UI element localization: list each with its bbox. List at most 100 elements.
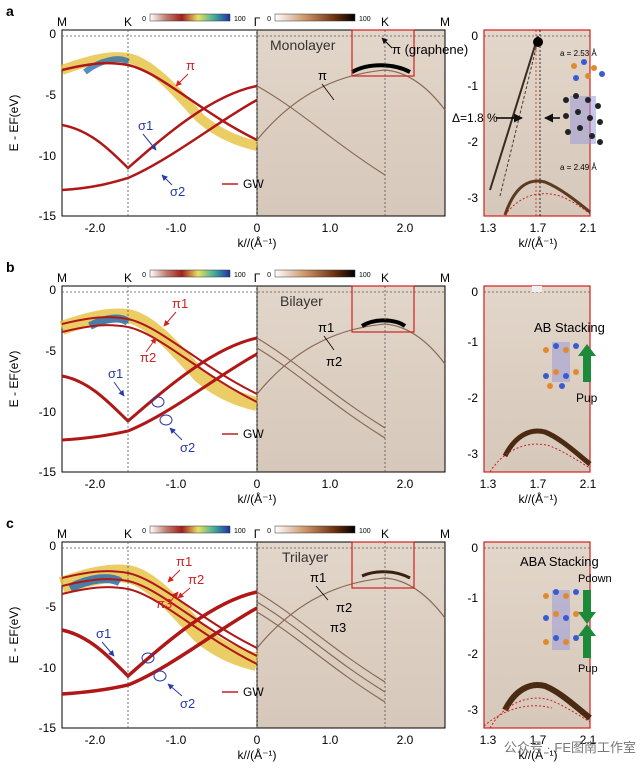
panel-title: Monolayer <box>270 37 336 53</box>
colorbar-min: 0 <box>267 528 271 535</box>
x-tick: -1.0 <box>166 477 187 491</box>
zoom-box <box>351 285 415 333</box>
panel-label: c <box>6 515 14 531</box>
arrow <box>161 174 173 186</box>
x-label-r: k//(Å⁻¹) <box>519 491 558 506</box>
y-tick-r: 0 <box>471 541 478 555</box>
colorbar-max: 100 <box>234 16 246 23</box>
arrow <box>177 587 191 599</box>
label-sigma2: σ2 <box>180 440 195 455</box>
band-mid <box>256 611 386 703</box>
polarization-arrow-icon <box>583 636 591 658</box>
inset-bg <box>483 541 591 729</box>
y-tick: -15 <box>39 465 57 479</box>
top-tick: Γ <box>254 527 261 541</box>
stacking-icon <box>543 342 579 389</box>
watermark: 公众号 · FE图南工作室 <box>504 740 636 755</box>
colorbar-min: 0 <box>267 272 271 279</box>
x-tick-r: 1.7 <box>530 221 547 235</box>
lattice-bottom: a = 2.49 Å <box>560 163 597 172</box>
band-graphene <box>360 318 407 328</box>
x-tick: -2.0 <box>85 221 106 235</box>
zoom-box <box>351 29 415 77</box>
spectra-mid-bg <box>256 285 446 473</box>
x-tick-r: 2.1 <box>580 221 597 235</box>
y-tick-r: -2 <box>467 647 478 661</box>
top-tick: M <box>440 271 450 285</box>
top-tick: K <box>381 271 389 285</box>
y-label: E - EF(eV) <box>7 95 21 152</box>
label-pi: π <box>186 58 195 73</box>
stacking-label: AB Stacking <box>534 320 605 335</box>
colorbar-min: 0 <box>142 16 146 23</box>
colorbar-rainbow <box>149 13 231 22</box>
leader <box>323 335 335 351</box>
panel-title: Bilayer <box>280 293 323 309</box>
crossing-marker <box>151 396 165 408</box>
label-pi3-mid: π3 <box>330 620 346 635</box>
arrow <box>167 683 183 697</box>
band-mid <box>256 591 386 683</box>
band-mid <box>256 323 446 395</box>
label-pi1: π1 <box>176 554 192 569</box>
x-label: k//(Å⁻¹) <box>238 491 277 506</box>
arrow <box>169 427 183 441</box>
panel-a: a M K Γ K M 0 100 0 100 0 -5 <box>6 3 605 250</box>
stacking-label: ABA Stacking <box>520 554 599 569</box>
colorbar-max: 100 <box>359 272 371 279</box>
x-label: k//(Å⁻¹) <box>238 235 277 250</box>
band-spectral <box>60 52 259 151</box>
gw-band <box>61 84 258 170</box>
gw-band <box>61 590 258 679</box>
band-mid <box>256 601 386 693</box>
panel-title: Trilayer <box>282 549 328 565</box>
x-label-r: k//(Å⁻¹) <box>519 747 558 762</box>
p-up-label: Pup <box>578 663 598 675</box>
top-tick: M <box>440 527 450 541</box>
leader <box>315 585 329 601</box>
gw-band <box>61 352 258 442</box>
gw-band <box>61 570 258 649</box>
top-tick: K <box>381 527 389 541</box>
inset-gw <box>489 697 591 729</box>
band-intensity <box>88 314 131 330</box>
label-pi2-mid: π2 <box>336 600 352 615</box>
y-tick: -10 <box>39 661 57 675</box>
band-mid <box>256 85 386 176</box>
inset-band <box>502 428 592 466</box>
spectra-mid-bg <box>256 541 446 729</box>
label-pi-graphene: π (graphene) <box>392 42 468 57</box>
y-tick: 0 <box>49 27 56 41</box>
band-intensity <box>83 56 130 75</box>
x-tick: 0 <box>254 733 261 747</box>
y-tick: -5 <box>45 88 56 102</box>
inset-band <box>502 682 592 721</box>
polarization-arrow-head <box>578 612 596 624</box>
y-tick: -10 <box>39 149 57 163</box>
label-pi-mid: π <box>318 68 327 83</box>
spectra-mid-bg <box>256 29 446 217</box>
label-sigma1: σ1 <box>108 366 123 381</box>
arrow <box>145 337 157 353</box>
band-mid <box>256 337 386 429</box>
x-tick: 2.0 <box>397 733 414 747</box>
band-mid <box>256 577 446 649</box>
inset-gw <box>504 193 591 216</box>
y-tick-r: -3 <box>467 191 478 205</box>
p-down-label: Pdown <box>578 573 612 585</box>
polarization-arrow-icon <box>583 356 591 382</box>
top-tick: M <box>57 271 67 285</box>
arrow <box>381 37 393 49</box>
label-pi2: π2 <box>140 350 156 365</box>
colorbar-min: 0 <box>267 16 271 23</box>
crossing-marker <box>159 414 173 426</box>
gw-legend: GW <box>243 177 264 191</box>
gw-band <box>61 336 258 424</box>
polarization-arrow-head <box>578 624 596 636</box>
arrow <box>163 311 177 327</box>
x-tick: 1.0 <box>322 221 339 235</box>
top-tick: M <box>57 527 67 541</box>
gw-legend: GW <box>243 685 264 699</box>
x-tick: 2.0 <box>397 221 414 235</box>
